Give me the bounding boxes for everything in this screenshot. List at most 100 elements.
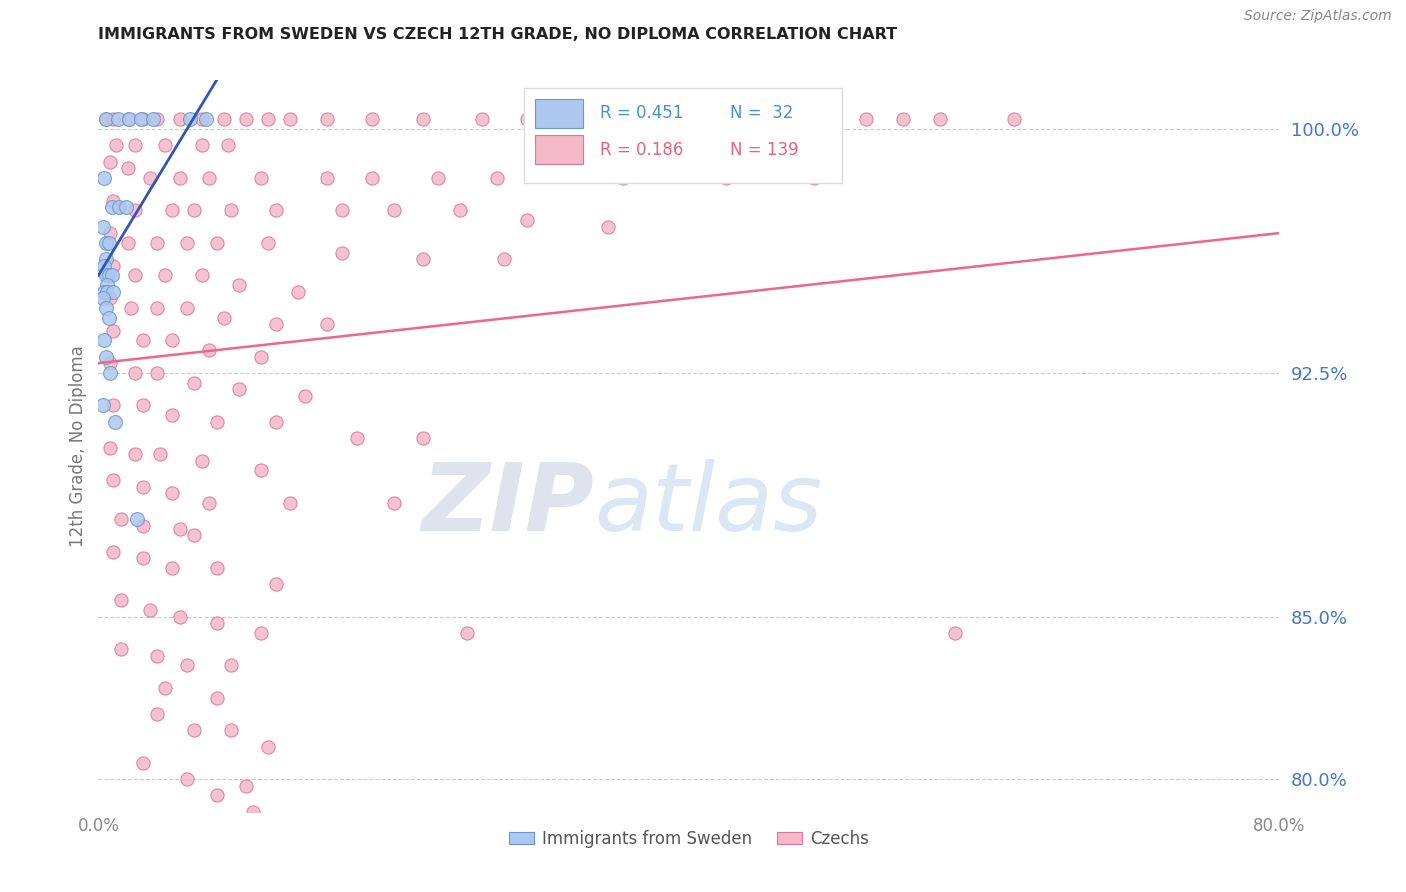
Point (457, 626, 479, 640)
Point (153, 138, 176, 153)
Point (132, 334, 155, 348)
Point (183, 528, 205, 542)
FancyBboxPatch shape (536, 135, 582, 164)
Point (264, 203, 287, 218)
Point (205, 235, 228, 250)
Point (153, 681, 176, 696)
Point (115, 200, 138, 214)
Point (486, 170, 509, 185)
Point (162, 408, 183, 422)
Point (110, 512, 132, 526)
Point (382, 203, 405, 218)
Point (217, 138, 239, 153)
Point (855, 112, 877, 127)
Point (162, 203, 183, 218)
Point (752, 112, 775, 127)
Point (412, 252, 434, 266)
Point (221, 821, 243, 835)
Point (191, 138, 214, 153)
Point (142, 112, 165, 127)
Point (117, 235, 139, 250)
Point (98, 154, 121, 169)
Text: Source: ZipAtlas.com: Source: ZipAtlas.com (1244, 9, 1392, 23)
Point (212, 310, 235, 325)
Text: R = 0.186: R = 0.186 (600, 141, 683, 159)
FancyBboxPatch shape (523, 87, 842, 183)
Point (221, 203, 243, 218)
Point (94, 301, 117, 315)
Point (132, 398, 155, 412)
Point (105, 138, 128, 153)
Point (287, 285, 309, 299)
Point (153, 268, 176, 283)
Point (250, 626, 273, 640)
Point (103, 194, 125, 208)
Point (257, 235, 280, 250)
Point (146, 301, 169, 315)
Point (169, 609, 191, 624)
Point (412, 112, 434, 127)
Point (412, 431, 434, 445)
Point (93, 334, 115, 348)
Point (449, 203, 471, 218)
Point (169, 522, 191, 536)
Point (330, 203, 353, 218)
Point (179, 112, 201, 127)
Point (198, 343, 221, 357)
Point (205, 690, 228, 705)
Point (117, 112, 139, 127)
Point (162, 561, 183, 575)
Point (132, 551, 155, 566)
Point (250, 350, 273, 364)
Point (96, 285, 118, 299)
Text: IMMIGRANTS FROM SWEDEN VS CZECH 12TH GRADE, NO DIPLOMA CORRELATION CHART: IMMIGRANTS FROM SWEDEN VS CZECH 12TH GRA… (98, 27, 897, 42)
Point (818, 112, 841, 127)
Point (98, 291, 121, 305)
Point (560, 112, 582, 127)
Point (124, 268, 146, 283)
Point (257, 112, 280, 127)
Point (714, 170, 737, 185)
Point (803, 170, 825, 185)
Point (257, 739, 280, 754)
Point (124, 447, 146, 461)
Point (139, 603, 162, 617)
Point (494, 252, 516, 266)
Point (280, 112, 302, 127)
Point (205, 789, 228, 803)
Point (94, 235, 117, 250)
Point (228, 278, 250, 293)
Text: N = 139: N = 139 (730, 141, 799, 159)
Point (929, 112, 952, 127)
Point (183, 723, 205, 738)
Point (316, 170, 339, 185)
Point (104, 415, 127, 429)
Point (146, 366, 169, 380)
Point (103, 259, 125, 273)
Point (91, 291, 114, 305)
Point (139, 170, 162, 185)
Point (98, 366, 121, 380)
Point (191, 453, 214, 467)
Point (228, 382, 250, 396)
Point (176, 658, 198, 673)
Point (124, 366, 146, 380)
Point (264, 577, 287, 591)
Point (316, 317, 339, 331)
Point (132, 112, 155, 127)
Point (212, 112, 235, 127)
Point (107, 112, 129, 127)
Point (97, 268, 120, 283)
FancyBboxPatch shape (536, 99, 582, 128)
Point (149, 447, 172, 461)
Point (316, 112, 339, 127)
Point (124, 203, 146, 218)
Point (146, 235, 169, 250)
Text: N =  32: N = 32 (730, 104, 793, 122)
Point (169, 170, 191, 185)
Point (205, 415, 228, 429)
Point (360, 112, 382, 127)
Point (714, 112, 737, 127)
Point (235, 112, 257, 127)
Point (100, 200, 122, 214)
